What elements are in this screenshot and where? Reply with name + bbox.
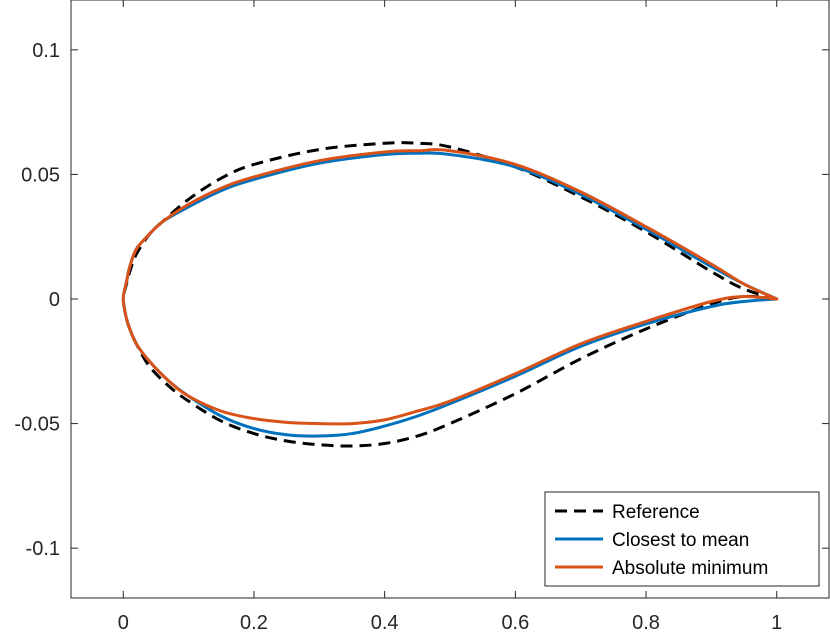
y-tick-label: 0 xyxy=(49,289,60,311)
x-tick-label: 0.4 xyxy=(371,612,399,634)
y-tick-label: -0.1 xyxy=(26,538,60,560)
x-tick-label: 0 xyxy=(118,612,129,634)
legend-label-closest-to-mean: Closest to mean xyxy=(612,530,749,551)
legend-label-absolute-minimum: Absolute minimum xyxy=(612,558,768,579)
series-line-absolute-minimum xyxy=(121,148,779,426)
series-line-reference xyxy=(121,141,778,448)
x-tick-label: 0.8 xyxy=(632,612,660,634)
x-tick-label: 0.6 xyxy=(501,612,529,634)
series-layer xyxy=(121,141,779,448)
y-tick-label: 0.1 xyxy=(32,40,60,62)
x-tick-label: 0.2 xyxy=(240,612,268,634)
axis-layer: 0 0.2 0.4 0.6 0.8 1 -0.1 -0.05 0 0.05 0.1 xyxy=(14,0,829,634)
y-tick-label: 0.05 xyxy=(21,164,60,186)
x-tick-label: 1 xyxy=(771,612,782,634)
y-tick-label: -0.05 xyxy=(14,414,60,436)
legend: Reference Closest to mean Absolute minimum xyxy=(544,491,820,587)
legend-label-reference: Reference xyxy=(612,502,700,523)
